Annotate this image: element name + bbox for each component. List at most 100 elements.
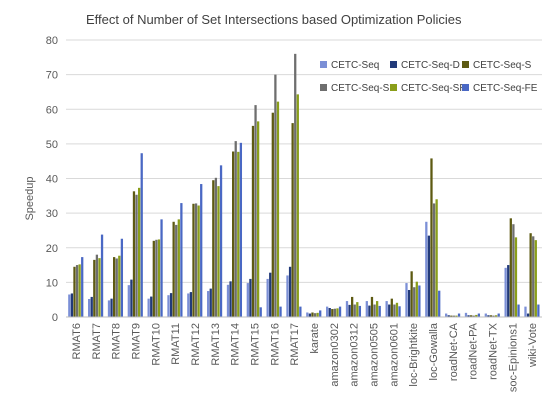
legend-label: CETC-Seq-SD <box>331 83 397 94</box>
bar <box>345 301 349 317</box>
x-tick-label: RMAT12 <box>190 323 202 366</box>
bar <box>415 281 418 317</box>
bar <box>492 315 495 317</box>
x-tick-label: RMAT17 <box>289 323 301 366</box>
bar <box>425 221 428 317</box>
bar <box>167 295 170 317</box>
bar <box>529 233 532 317</box>
bar <box>70 293 74 317</box>
bar <box>494 315 498 317</box>
bar <box>209 288 212 317</box>
bar <box>514 237 518 317</box>
x-tick-label: loc-Brightkite <box>408 323 420 387</box>
bar <box>291 123 294 317</box>
bar <box>197 205 200 317</box>
bar <box>286 275 289 317</box>
bar <box>470 315 473 317</box>
y-tick-label: 0 <box>52 312 58 324</box>
x-tick-label: roadNet-PA <box>468 322 480 379</box>
x-tick-label: RMAT14 <box>230 323 242 366</box>
bar <box>445 313 448 317</box>
legend-swatch <box>390 61 397 68</box>
bar <box>150 296 153 317</box>
bar <box>504 267 507 317</box>
x-tick-label: RMAT10 <box>150 323 162 366</box>
bar <box>73 266 76 317</box>
bar <box>351 296 354 317</box>
bar <box>524 306 527 317</box>
legend-swatch <box>390 84 397 91</box>
x-tick-label: soc-Epinions1 <box>507 323 519 392</box>
bar <box>115 258 118 317</box>
bar <box>333 308 337 317</box>
x-tick-label: RMAT6 <box>71 323 83 359</box>
bar <box>219 165 223 317</box>
bar <box>375 301 379 317</box>
x-tick-label: RMAT15 <box>249 323 261 366</box>
bar <box>249 278 252 317</box>
x-tick-label: wiki-Vote <box>527 323 539 368</box>
bar <box>192 203 195 317</box>
bar <box>226 284 230 317</box>
bar <box>418 285 421 317</box>
bar <box>98 258 101 317</box>
bar <box>172 221 175 317</box>
bar <box>237 151 240 317</box>
bar <box>140 153 143 317</box>
x-tick-label: karate <box>309 323 321 354</box>
bar <box>395 302 399 317</box>
bar <box>390 298 393 317</box>
bar <box>107 300 111 317</box>
bar <box>113 257 116 317</box>
bar <box>393 304 396 317</box>
bar <box>447 315 450 317</box>
bar <box>189 292 193 317</box>
x-tick-label: RMAT11 <box>170 323 182 365</box>
bar <box>88 298 91 317</box>
bar <box>388 304 391 317</box>
bar <box>407 289 411 317</box>
bar <box>427 235 431 317</box>
bar <box>512 224 515 317</box>
x-tick-label: RMAT8 <box>111 323 123 359</box>
bar <box>100 234 104 317</box>
bar <box>326 306 329 317</box>
bar <box>217 186 220 317</box>
bar <box>370 296 374 317</box>
bar <box>331 309 334 317</box>
bar <box>276 101 280 317</box>
bar <box>497 313 500 317</box>
bar <box>358 305 362 317</box>
bar <box>212 180 215 317</box>
bar <box>336 308 339 317</box>
x-tick-label: RMAT9 <box>130 323 142 359</box>
bar <box>118 255 121 317</box>
bar <box>455 315 458 317</box>
legend-label: CETC-Seq-S <box>473 60 532 71</box>
bar <box>475 314 478 317</box>
bar <box>160 219 163 317</box>
bar <box>507 265 510 317</box>
bar <box>110 298 113 317</box>
bar <box>229 281 232 317</box>
x-tick-label: roadNet-TX <box>487 322 499 380</box>
bar <box>169 293 173 317</box>
bar <box>266 278 269 317</box>
y-tick-label: 40 <box>46 174 58 186</box>
x-tick-label: roadNet-CA <box>448 322 460 381</box>
bar <box>177 219 180 317</box>
bar <box>405 283 408 317</box>
bar <box>368 305 371 317</box>
bar <box>296 94 299 317</box>
bar <box>234 141 237 317</box>
bar <box>365 301 368 317</box>
bar <box>385 301 388 317</box>
y-tick-label: 50 <box>46 139 58 151</box>
bar <box>537 304 540 317</box>
x-tick-label: amazon0505 <box>368 323 380 387</box>
bar <box>130 279 133 317</box>
bar <box>127 285 130 317</box>
bar <box>410 271 413 317</box>
x-tick-label: loc-Gowalla <box>428 322 440 380</box>
bar <box>90 296 93 317</box>
